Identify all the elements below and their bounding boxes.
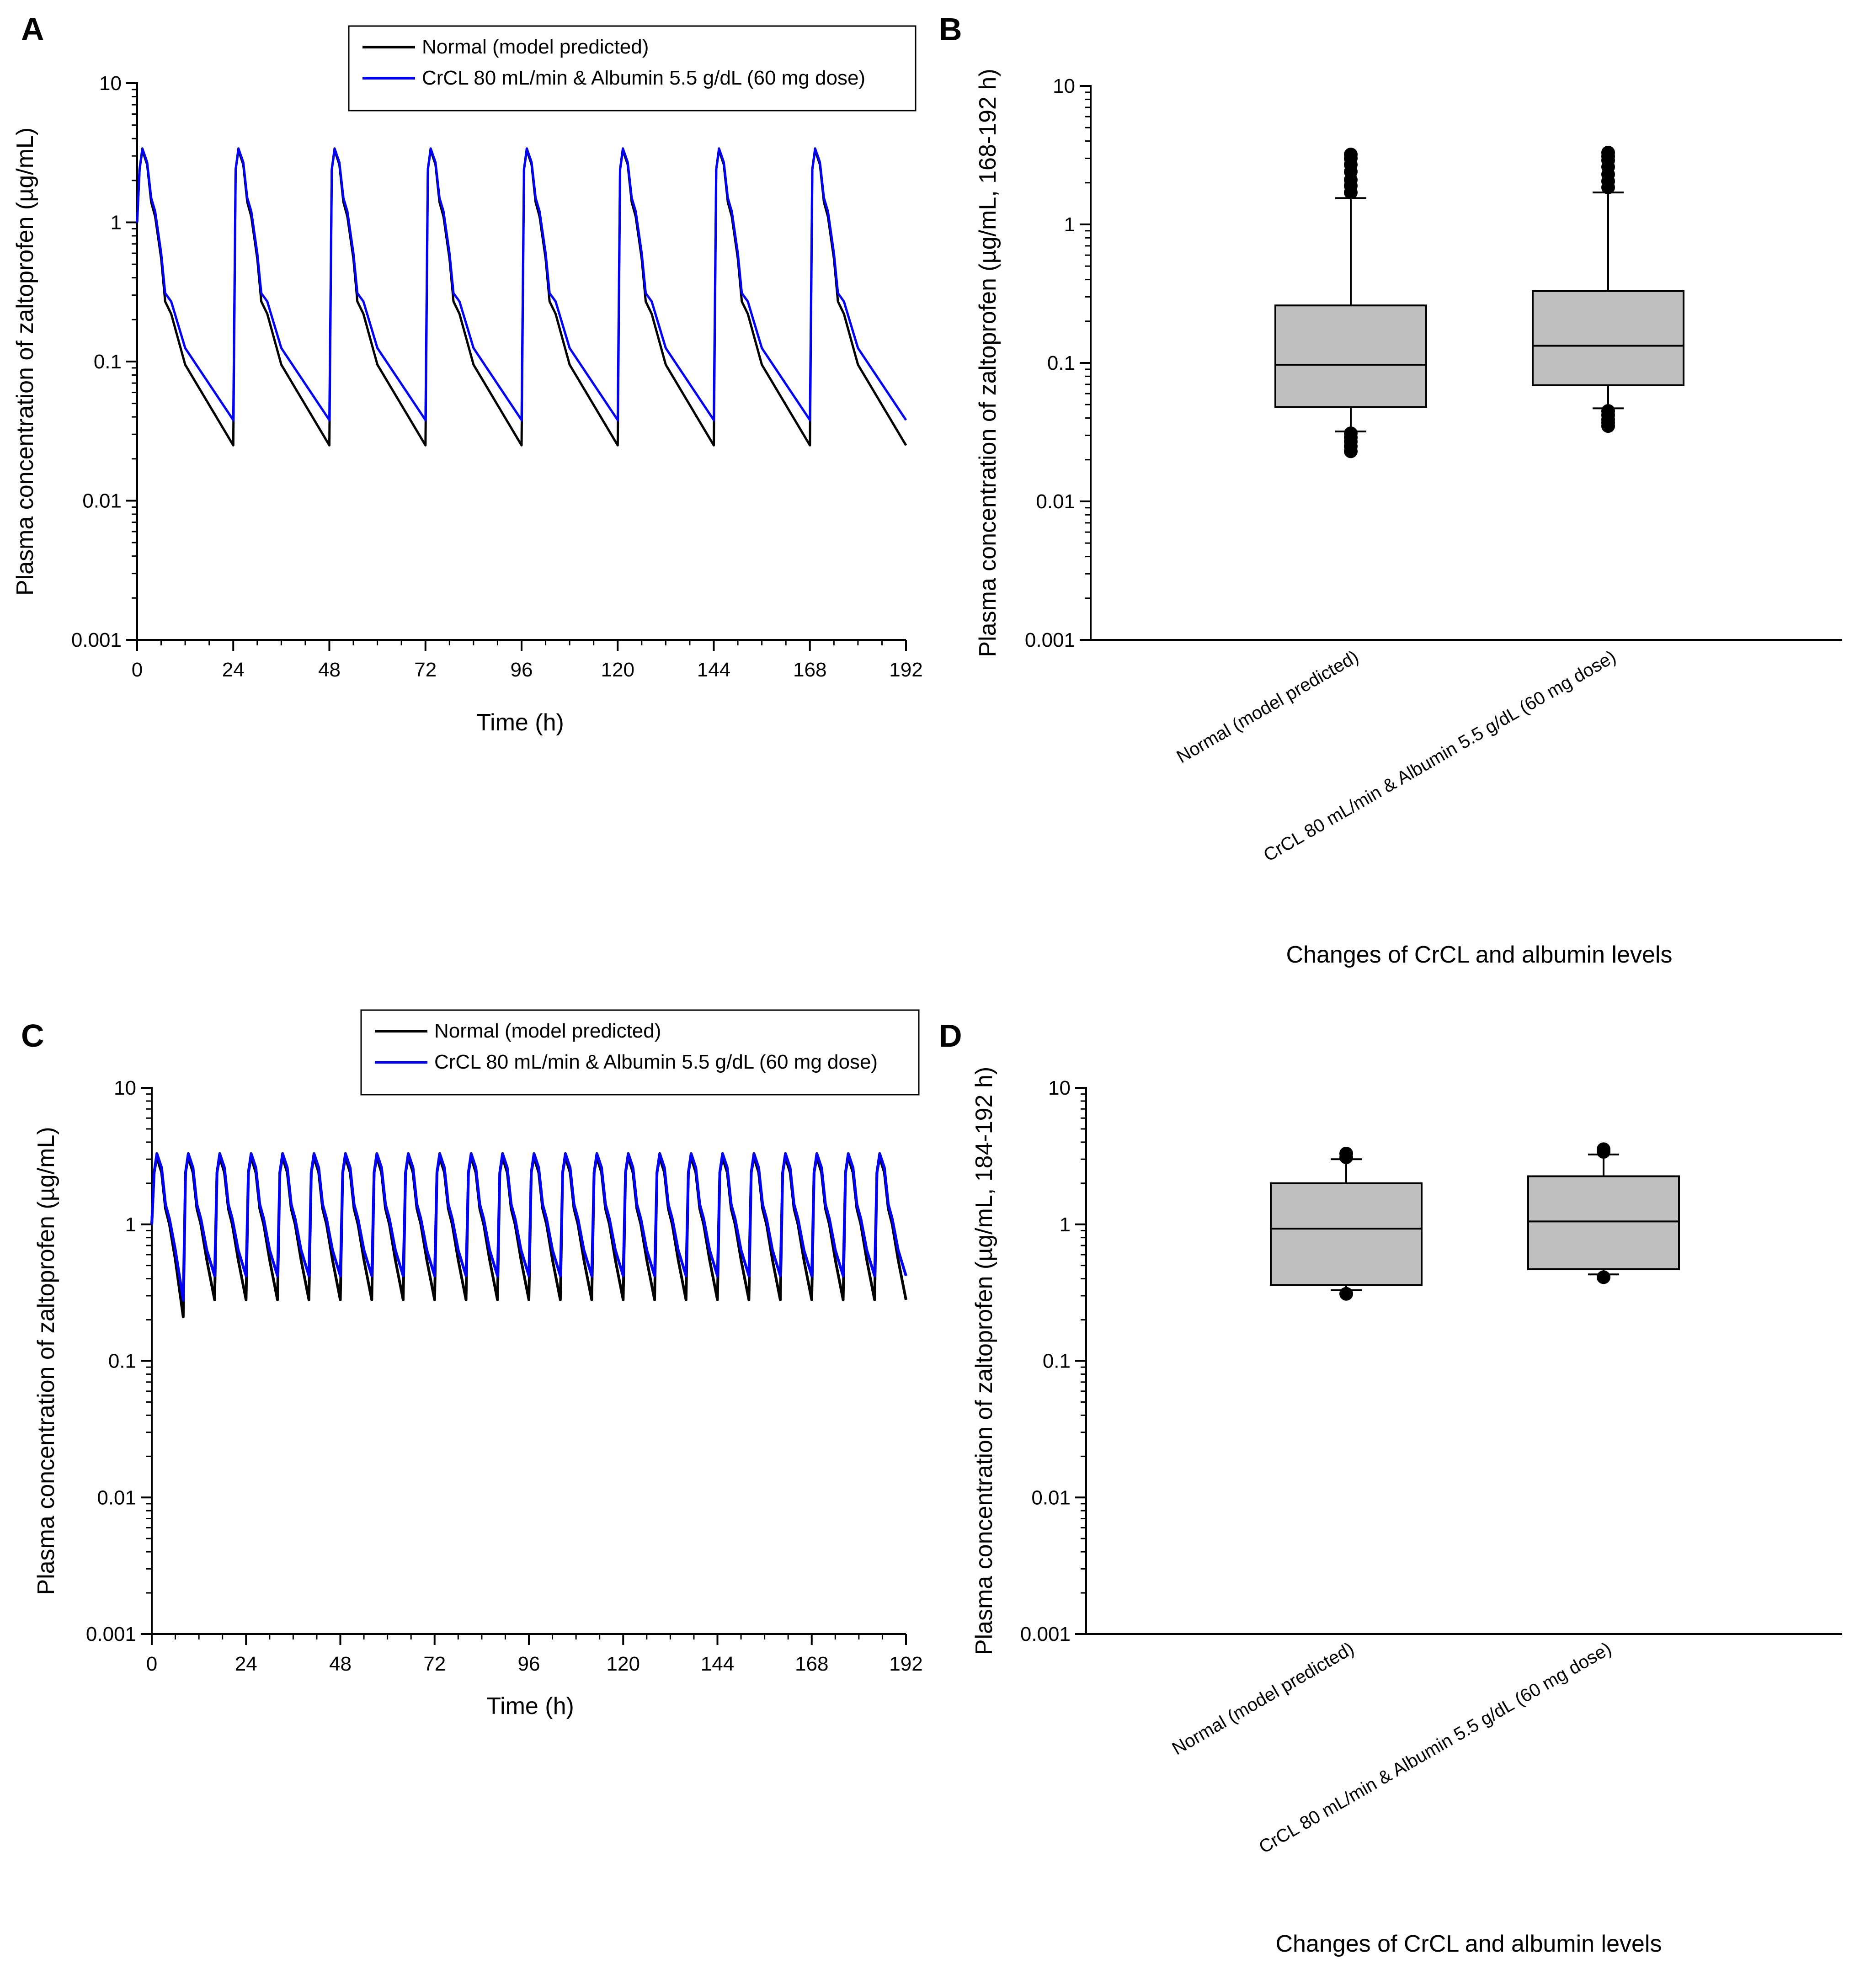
x-axis-title: Time (h) [476, 709, 564, 736]
y-tick-label: 0.01 [97, 1486, 136, 1509]
x-tick-label: 0 [132, 659, 143, 681]
chart-panel-d: D 0.001 0.01 0.1 1 10 Plasma concentration of … [939, 1018, 1842, 1957]
series-line-crcl [150, 1152, 907, 1301]
x-tick-label: 0 [146, 1653, 157, 1675]
box-iqr [1527, 1175, 1680, 1270]
y-tick-label: 10 [1053, 75, 1075, 97]
x-tick-label: 48 [329, 1653, 352, 1675]
category-label: Normal (model predicted) [1169, 1639, 1358, 1759]
x-axis-title: Changes of CrCL and albumin levels [1276, 1931, 1662, 1957]
x-tick-label: 144 [697, 659, 730, 681]
legend: Normal (model predicted) CrCL 80 mL/min &… [360, 1009, 920, 1096]
outlier-point [1339, 1146, 1353, 1160]
panel-letter: A [21, 11, 44, 47]
box-iqr [1532, 290, 1684, 386]
x-tick-label: 120 [607, 1653, 640, 1675]
y-tick-label: 0.001 [1025, 629, 1075, 651]
outlier-point [1601, 404, 1615, 418]
y-tick-label: 1 [1060, 1214, 1071, 1236]
legend-label: CrCL 80 mL/min & Albumin 5.5 g/dL (60 mg… [422, 67, 865, 89]
x-tick-label: 72 [423, 1653, 446, 1675]
box-normal [1270, 1146, 1423, 1301]
outlier-point [1344, 147, 1358, 161]
outlier-point [1597, 1270, 1610, 1284]
x-tick-label: 144 [701, 1653, 734, 1675]
box-normal [1274, 147, 1427, 458]
legend: Normal (model predicted) CrCL 80 mL/min &… [348, 25, 917, 112]
y-tick-label: 0.001 [1020, 1623, 1071, 1645]
box-iqr [1270, 1182, 1423, 1286]
series-line-normal [150, 1156, 907, 1319]
y-tick-label: 1 [1064, 213, 1075, 236]
x-tick-label: 120 [601, 659, 634, 681]
y-tick-label: 1 [125, 1214, 136, 1236]
y-tick-label: 0.01 [1036, 490, 1075, 513]
y-axis-title: Plasma concentration of zaltoprofen (µg/… [33, 1127, 59, 1595]
y-tick-label: 1 [111, 212, 122, 234]
box-iqr [1274, 304, 1427, 408]
y-tick-label: 0.001 [86, 1623, 136, 1645]
x-tick-label: 24 [235, 1653, 257, 1675]
box-crcl [1527, 1142, 1680, 1284]
chart-panel-a: A 0.001 0.01 0.1 1 10 Plasma concentration of … [12, 11, 923, 736]
legend-box [348, 25, 917, 112]
category-label: Normal (model predicted) [1173, 647, 1362, 767]
x-axis-title: Changes of CrCL and albumin levels [1286, 942, 1673, 968]
legend-box [360, 1009, 920, 1096]
legend-label: Normal (model predicted) [422, 36, 649, 58]
y-axis-title: Plasma concentration of zaltoprofen (µg/… [975, 69, 1001, 657]
x-tick-label: 192 [889, 659, 922, 681]
y-tick-label: 10 [114, 1077, 136, 1099]
y-tick-label: 0.001 [71, 629, 122, 651]
outlier-point [1597, 1142, 1610, 1156]
y-tick-label: 0.1 [1043, 1350, 1071, 1373]
x-tick-label: 96 [518, 1653, 540, 1675]
outlier-point [1344, 426, 1358, 441]
y-tick-label: 0.01 [1031, 1486, 1071, 1509]
y-tick-label: 0.01 [82, 490, 122, 512]
x-tick-label: 72 [414, 659, 437, 681]
y-tick-label: 0.1 [108, 1350, 136, 1373]
legend-label: CrCL 80 mL/min & Albumin 5.5 g/dL (60 mg… [434, 1051, 878, 1073]
outlier-point [1601, 145, 1615, 160]
y-axis-title: Plasma concentration of zaltoprofen (µg/… [971, 1067, 997, 1655]
x-tick-label: 96 [511, 659, 533, 681]
chart-panel-c: C 0.001 0.01 0.1 1 10 Plasma concentration of … [21, 1009, 923, 1719]
x-tick-label: 168 [795, 1653, 828, 1675]
y-tick-label: 10 [1048, 1077, 1071, 1099]
y-tick-label: 10 [99, 72, 122, 95]
x-tick-label: 192 [889, 1653, 922, 1675]
x-tick-label: 168 [793, 659, 826, 681]
y-tick-label: 0.1 [94, 351, 122, 373]
y-axis-title: Plasma concentration of zaltoprofen (µg/… [12, 128, 38, 596]
chart-panel-b: B 0.001 0.01 0.1 1 10 Plasma concentration of … [939, 11, 1842, 968]
series-line-crcl [136, 147, 907, 421]
x-tick-label: 24 [222, 659, 245, 681]
box-crcl [1532, 145, 1684, 433]
panel-letter: C [21, 1018, 44, 1054]
panel-letter: B [939, 11, 962, 47]
x-axis-title: Time (h) [486, 1693, 574, 1719]
outlier-point [1339, 1287, 1353, 1301]
y-tick-label: 0.1 [1047, 352, 1075, 374]
panel-letter: D [939, 1018, 962, 1054]
x-tick-label: 48 [318, 659, 341, 681]
legend-label: Normal (model predicted) [434, 1020, 661, 1042]
